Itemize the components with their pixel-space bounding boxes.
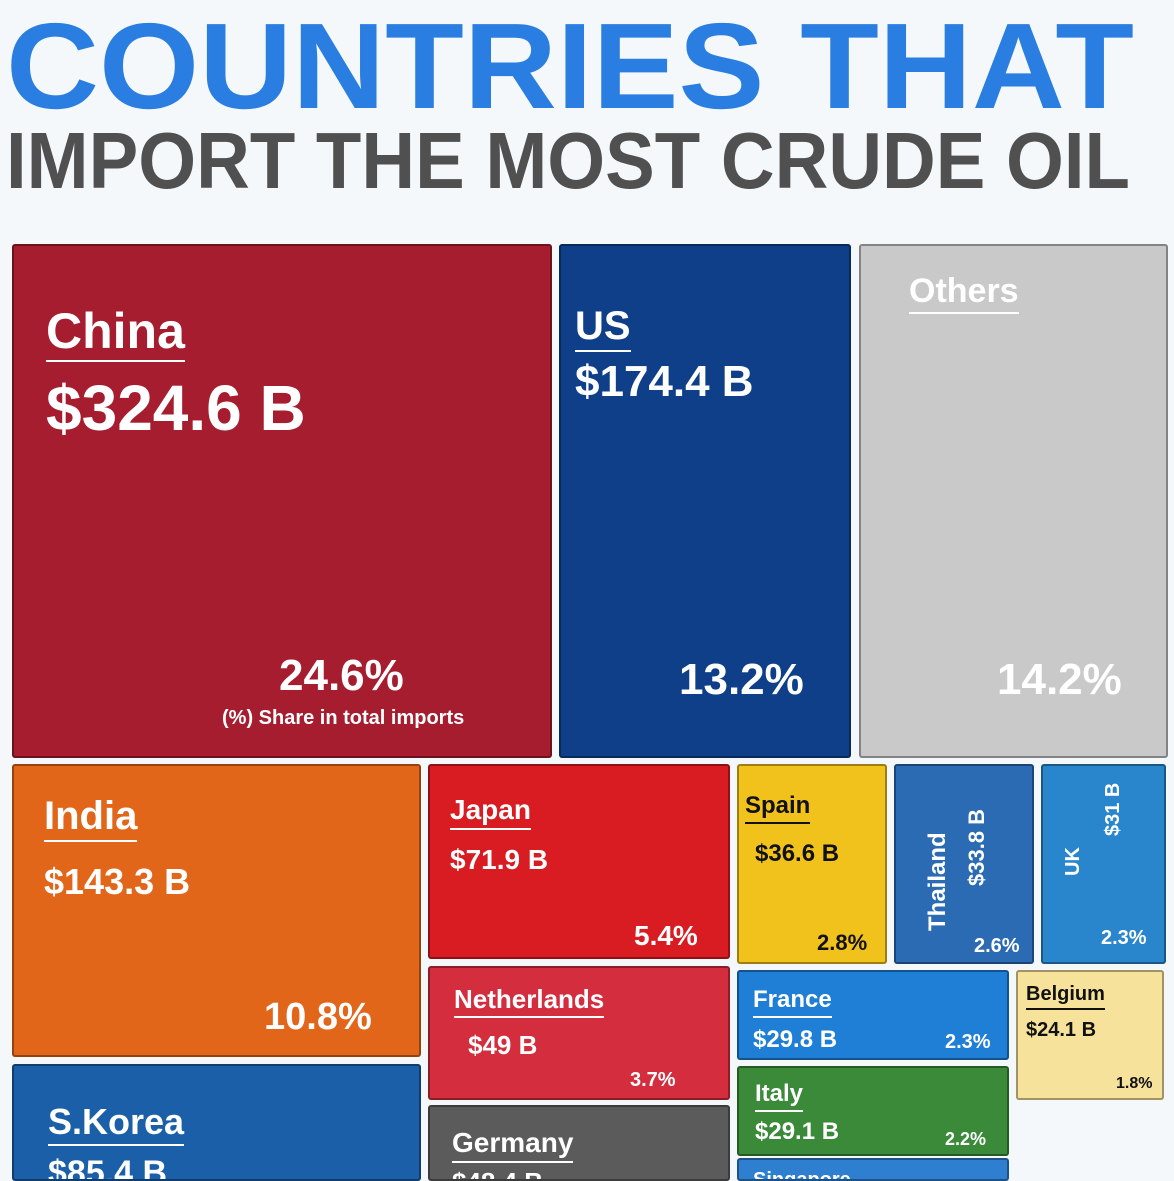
tile: Netherlands $49 B 3.7% [428, 966, 730, 1100]
tile: S.Korea $85.4 B [12, 1064, 421, 1181]
tile: Thailand $33.8 B 2.6% [894, 764, 1034, 964]
tile-label: Spain [745, 794, 811, 824]
tile-label: Germany [452, 1129, 574, 1163]
share-label: 10.8% [264, 996, 372, 1038]
tile: France $29.8 B 2.3% [737, 970, 1009, 1060]
value-label: $29.8 B [753, 1026, 838, 1053]
tile: India $143.3 B 10.8% [12, 764, 421, 1057]
value-label: $31 B [1102, 782, 1124, 836]
share-label: 2.3% [1101, 927, 1147, 949]
value-label: $143.3 B [44, 861, 191, 902]
share-label: 2.3% [945, 1031, 991, 1053]
tile-label: Netherlands [454, 986, 605, 1018]
tile-label: China [46, 306, 185, 362]
chart-title: COUNTRIES THAT [6, 0, 1134, 134]
tile: Italy $29.1 B 2.2% [737, 1066, 1009, 1156]
tile: US $174.4 B 13.2% [559, 244, 851, 758]
tile-label: Japan [450, 796, 531, 830]
share-label: 3.7% [630, 1069, 676, 1091]
header: COUNTRIES THAT IMPORT THE MOST CRUDE OIL [6, 0, 1134, 205]
tile: Spain $36.6 B 2.8% [737, 764, 887, 964]
share-label: 1.8% [1116, 1075, 1153, 1092]
tile-label: S.Korea [48, 1104, 185, 1146]
value-label: $24.1 B [1026, 1019, 1097, 1041]
tile-label: Italy [755, 1082, 804, 1112]
tile: Others 14.2% [859, 244, 1168, 758]
value-label: $33.8 B [964, 808, 989, 886]
tile: Japan $71.9 B 5.4% [428, 764, 730, 959]
share-label: 24.6% [279, 651, 404, 700]
share-label: 5.4% [634, 920, 698, 951]
tile: Germany $48.4 B [428, 1105, 730, 1181]
tile-label: UK [1062, 847, 1084, 876]
tile: China $324.6 B 24.6% (%) Share in total imp… [12, 244, 552, 758]
tile-label: Belgium [1026, 984, 1105, 1010]
value-label: $48.4 B [452, 1169, 543, 1179]
value-label: $36.6 B [755, 840, 840, 867]
share-label: 2.2% [945, 1129, 987, 1149]
tile-label: India [44, 796, 138, 842]
share-label: 2.8% [817, 930, 868, 955]
value-label: $29.1 B [755, 1118, 840, 1145]
share-label: 14.2% [997, 655, 1122, 704]
note: (%) Share in total imports [222, 707, 465, 729]
tile-label: Thailand [924, 832, 951, 931]
tile: Belgium $24.1 B 1.8% [1016, 970, 1164, 1100]
value-label: $85.4 B [48, 1154, 168, 1181]
value-label: $71.9 B [450, 844, 549, 875]
chart-subtitle: IMPORT THE MOST CRUDE OIL [6, 116, 1130, 205]
tile: Singapore [737, 1158, 1009, 1181]
value-label: $324.6 B [46, 372, 306, 444]
tile: UK $31 B 2.3% [1041, 764, 1166, 964]
value-label: $49 B [468, 1030, 538, 1060]
share-label: 13.2% [679, 655, 804, 704]
tile-label: Others [909, 274, 1019, 314]
tile-label: US [575, 306, 631, 352]
tile-label: Singapore [753, 1170, 851, 1179]
tile-label: France [753, 988, 832, 1018]
value-label: $174.4 B [575, 357, 754, 406]
share-label: 2.6% [974, 935, 1020, 957]
